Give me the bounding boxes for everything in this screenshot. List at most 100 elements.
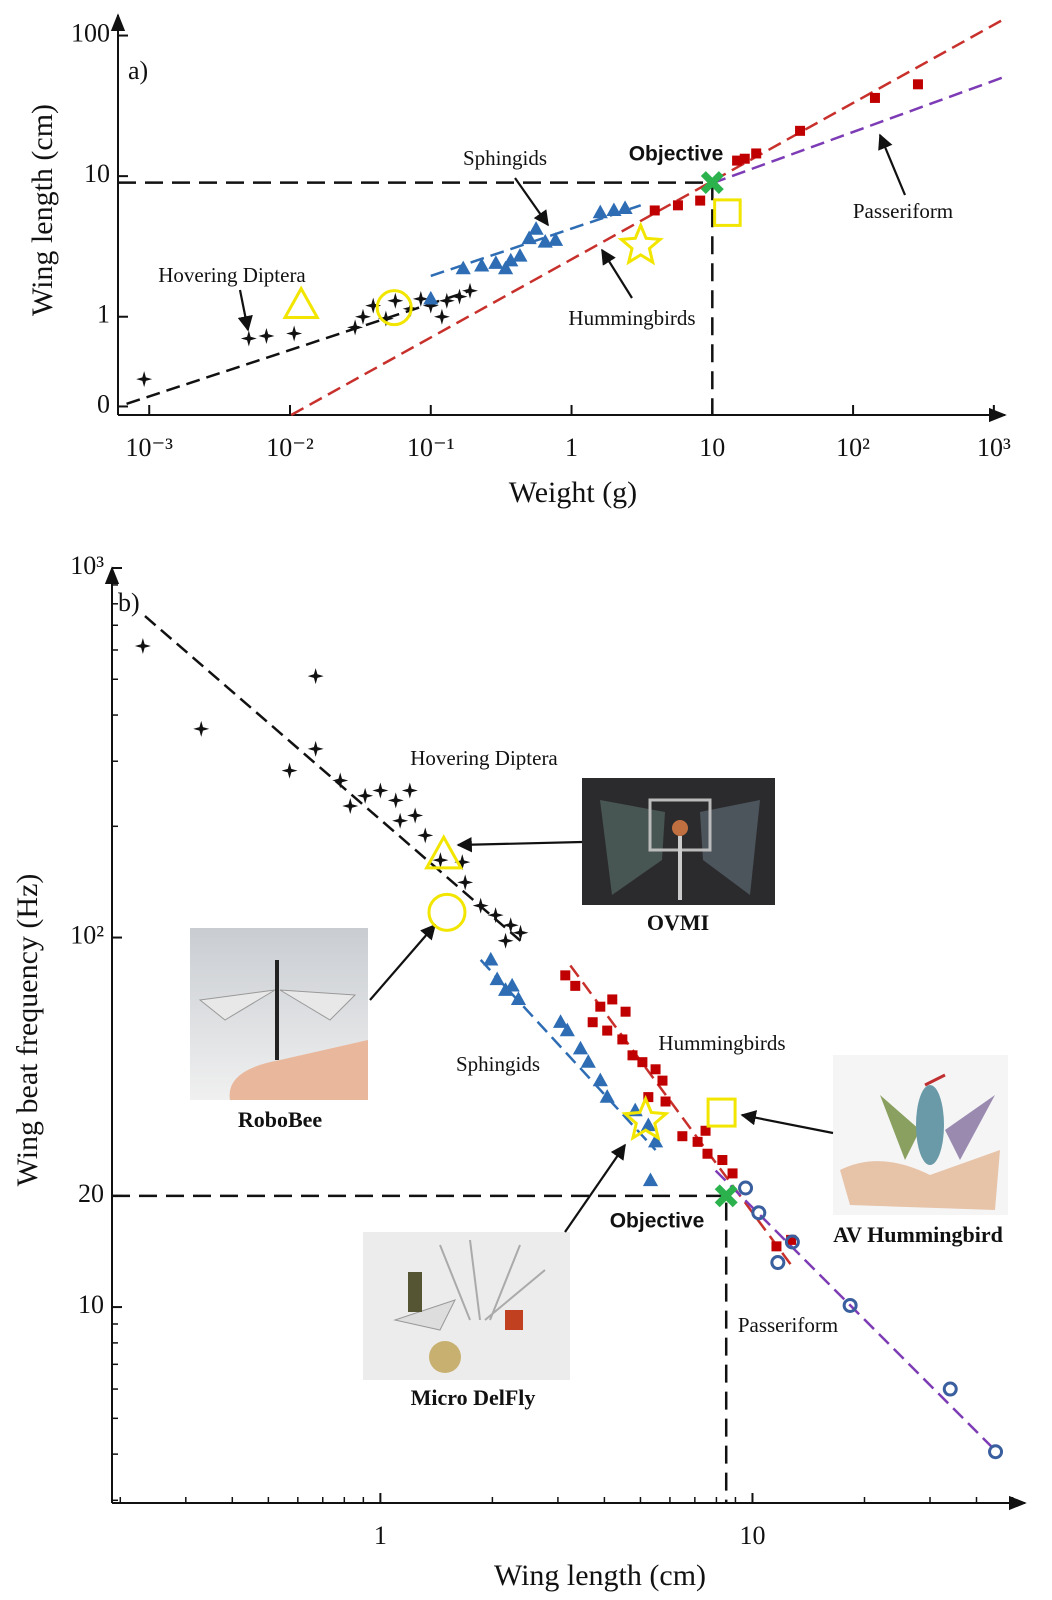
marker [617,221,664,266]
marker [433,308,450,325]
x-tick-label: 10⁻³ [125,433,173,462]
marker [282,285,320,319]
marker [695,195,706,206]
fit-line [126,289,471,406]
marker [620,1006,631,1017]
series-annotation: Sphingids [463,146,547,170]
marker [580,1054,596,1068]
fit-line [430,204,642,278]
marker [706,1097,737,1128]
marker [512,248,528,262]
objective-marker [714,1184,738,1208]
y-tick-label: 1 [97,300,110,329]
annotation-arrow [514,177,549,227]
y-tick-label: 0 [97,389,110,418]
marker [457,874,474,891]
marker [988,1444,1004,1460]
marker [869,92,880,103]
robot-name: AV Hummingbird [833,1222,1003,1247]
x-tick-label: 10 [699,433,725,462]
marker [424,834,464,870]
marker [677,1131,688,1142]
robot-name: Micro DelFly [411,1385,536,1410]
marker [751,1205,767,1221]
marker [387,292,404,309]
y-tick-label: 10² [70,921,104,950]
marker [771,1241,782,1252]
marker [643,1092,654,1103]
fit-line [144,615,522,942]
marker [713,198,742,227]
marker [423,290,439,305]
marker [472,897,489,914]
x-tick-label: 10 [739,1521,765,1550]
marker [422,297,439,314]
marker [451,288,468,305]
y-axis-title: Wing length (cm) [26,104,59,316]
marker [427,892,467,932]
objective-label: Objective [629,143,724,166]
objective-label: Objective [610,1210,705,1233]
marker [700,1125,711,1136]
marker [377,310,394,327]
marker [454,854,471,871]
y-axis-title: Wing beat frequency (Hz) [11,874,44,1187]
marker [375,289,413,327]
marker [462,282,479,299]
marker [488,255,504,269]
marker [647,1133,664,1148]
marker [786,1234,797,1245]
marker [572,1040,589,1055]
y-tick-label: 10 [84,159,110,188]
marker [240,330,257,347]
annotation-arrow [601,248,633,299]
marker [412,290,429,307]
marker [407,807,424,824]
marker [738,1180,754,1196]
marker [650,1064,661,1075]
marker [432,852,449,869]
arrow [564,1143,626,1233]
series-annotation: Hummingbirds [568,306,695,330]
marker [489,971,505,986]
marker [595,1001,606,1012]
marker [307,668,324,685]
marker [503,252,519,267]
marker [592,1072,608,1087]
marker [342,797,359,814]
marker [497,932,514,949]
marker [357,787,374,804]
marker [512,924,529,941]
x-tick-label: 10⁻¹ [407,433,455,462]
marker [617,1034,628,1045]
series-annotation: Hovering Diptera [410,746,558,770]
marker [617,200,633,214]
arrow [369,923,437,1001]
marker [332,772,349,789]
marker [602,1025,613,1036]
marker [607,994,618,1005]
marker [438,292,455,309]
series-annotation: Sphingids [456,1052,540,1076]
x-tick-label: 10² [836,433,870,462]
marker [912,79,923,90]
x-tick-label: 10³ [977,433,1011,462]
marker [281,762,298,779]
marker [751,148,762,159]
marker [455,260,471,275]
marker [354,308,371,325]
fit-line [711,75,1006,185]
marker [134,638,151,655]
marker [474,257,490,272]
y-tick-label: 100 [71,19,110,48]
av-hummingbird-photo [833,1055,1008,1215]
marker [510,991,527,1006]
marker [660,1096,671,1107]
micro-delfly-photo [363,1232,570,1380]
marker [417,827,434,844]
marker [372,782,389,799]
marker [627,1050,638,1061]
x-tick-label: 10⁻² [266,433,314,462]
marker [621,1094,670,1142]
marker [552,1014,569,1028]
